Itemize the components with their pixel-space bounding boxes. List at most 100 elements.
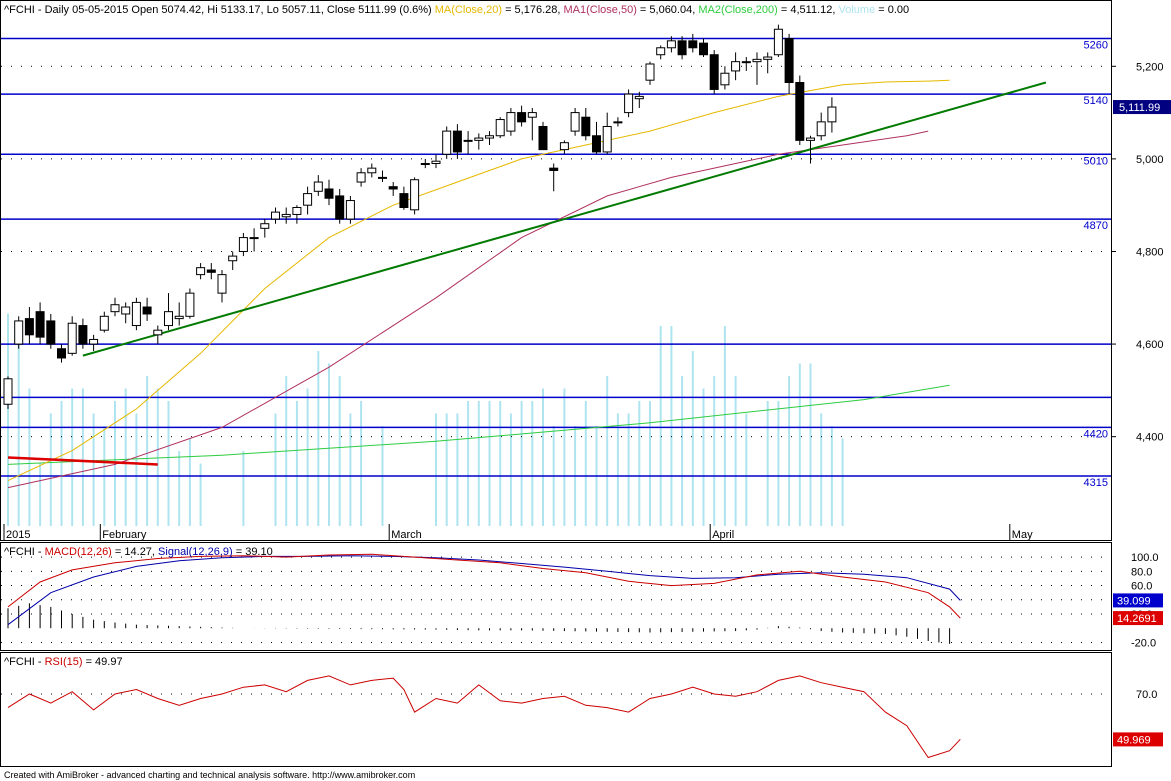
- candle-body: [14, 320, 24, 345]
- candle-body: [324, 188, 334, 199]
- candlesticks: [3, 24, 837, 409]
- candle-body: [431, 160, 441, 165]
- level-label: 5140: [1084, 95, 1108, 107]
- price-axis-label: 5,000: [1136, 154, 1164, 166]
- candle-body: [164, 311, 173, 327]
- candle-body: [388, 186, 398, 190]
- candle-body: [271, 211, 280, 220]
- horizontal-levels: 5260 5140 5010 4870 4420 4315: [1, 37, 1111, 489]
- candle-body: [795, 82, 805, 141]
- rsi-value-tag: [1113, 732, 1163, 747]
- candle-body: [228, 255, 238, 262]
- candle-body: [463, 139, 473, 142]
- candle-body: [784, 38, 794, 83]
- signal-value-label: 39.099: [1117, 595, 1151, 607]
- last-price-tag: [1113, 100, 1171, 115]
- price-header-symbol: ^FCHI - Daily 05-05-2015 Open 5074.42, H…: [4, 4, 432, 16]
- level-label: 5010: [1084, 155, 1108, 167]
- signal-value-tag: [1113, 593, 1163, 608]
- price-axis-label: 5,200: [1136, 61, 1164, 73]
- macd-header: ^FCHI - MACD(12,26) = 14.27, Signal(12,2…: [4, 546, 273, 558]
- ma200-line: [7, 384, 950, 465]
- candle-body: [281, 213, 291, 218]
- candle-body: [121, 306, 131, 315]
- price-header-ma20-label: MA(Close,20): [435, 4, 502, 16]
- x-axis-label: February: [102, 529, 147, 541]
- candle-body: [367, 167, 377, 174]
- price-header: ^FCHI - Daily 05-05-2015 Open 5074.42, H…: [4, 4, 909, 16]
- level-label: 4870: [1084, 220, 1108, 232]
- candle-body: [688, 40, 698, 49]
- candle-body: [816, 121, 826, 137]
- candle-body: [153, 329, 163, 336]
- macd-pane-frame: [0, 542, 1112, 651]
- candle-body: [335, 195, 345, 220]
- candle-body: [581, 116, 591, 137]
- macd-value-label: 14.2691: [1117, 613, 1157, 625]
- price-header-ma50-value: = 5,060.04,: [640, 4, 698, 16]
- price-axis-label: 4,800: [1136, 246, 1164, 258]
- candle-body: [773, 28, 783, 56]
- candle-body: [206, 269, 216, 273]
- candle-body: [217, 274, 227, 294]
- price-header-ma20-value: = 5,176.28,: [505, 4, 563, 16]
- candle-body: [613, 121, 623, 124]
- candle-body: [142, 306, 152, 315]
- signal-line: [7, 555, 961, 626]
- macd-line: [7, 553, 961, 619]
- price-header-ma200-label: MA2(Close,200): [698, 4, 777, 16]
- candle-body: [131, 301, 141, 327]
- ma50-line: [7, 130, 929, 489]
- candle-body: [345, 200, 355, 220]
- candle-body: [24, 318, 34, 336]
- candle-body: [731, 61, 741, 72]
- candle-body: [474, 137, 484, 141]
- footer-credit: Created with AmiBroker - advanced charti…: [4, 770, 415, 780]
- price-header-ma200-value: = 4,511.12,: [781, 4, 839, 16]
- candle-body: [677, 40, 687, 56]
- candle-body: [78, 325, 88, 345]
- price-header-volume-value: = 0.00: [878, 4, 909, 16]
- candle-body: [110, 304, 120, 313]
- candle-body: [602, 125, 612, 153]
- candle-body: [185, 292, 195, 317]
- rsi-header-rsi-label: RSI(15): [45, 656, 83, 668]
- candle-body: [549, 167, 559, 171]
- macd-value-tag: [1113, 611, 1163, 626]
- candle-body: [517, 112, 527, 123]
- rsi-header-rsi-value: = 49.97: [86, 656, 123, 668]
- candle-body: [260, 223, 270, 229]
- x-axis-label: May: [1012, 529, 1033, 541]
- candle-body: [656, 47, 666, 56]
- candle-body: [196, 267, 206, 276]
- candle-body: [806, 137, 815, 141]
- candle-body: [99, 315, 109, 331]
- candle-body: [763, 56, 773, 60]
- candle-body: [666, 40, 676, 49]
- candle-body: [399, 193, 409, 209]
- price-header-ma50-label: MA1(Close,50): [564, 4, 637, 16]
- candle-body: [752, 58, 762, 63]
- candle-body: [592, 135, 601, 153]
- macd-axis-label: 60.0: [1131, 581, 1152, 593]
- candle-body: [559, 142, 569, 151]
- x-axis: 2015 February March April May: [3, 524, 1033, 541]
- level-label: 4315: [1084, 477, 1108, 489]
- macd-axis-label: 80.0: [1131, 566, 1152, 578]
- candle-body: [57, 348, 66, 359]
- candle-body: [378, 176, 387, 179]
- x-axis-label: April: [712, 529, 734, 541]
- old-trendline: [7, 456, 158, 466]
- candle-body: [356, 172, 366, 183]
- trendlines: [7, 81, 1047, 466]
- candle-body: [442, 130, 452, 155]
- macd-header-macd-label: MACD(12,26): [45, 546, 112, 558]
- macd-header-signal-value: = 39.10: [236, 546, 273, 558]
- candle-body: [67, 322, 77, 354]
- macd-header-macd-value: = 14.27,: [115, 546, 158, 558]
- price-pane-frame: [0, 0, 1112, 541]
- candle-body: [238, 237, 248, 252]
- x-axis-label: March: [391, 529, 422, 541]
- candle-body: [538, 125, 548, 151]
